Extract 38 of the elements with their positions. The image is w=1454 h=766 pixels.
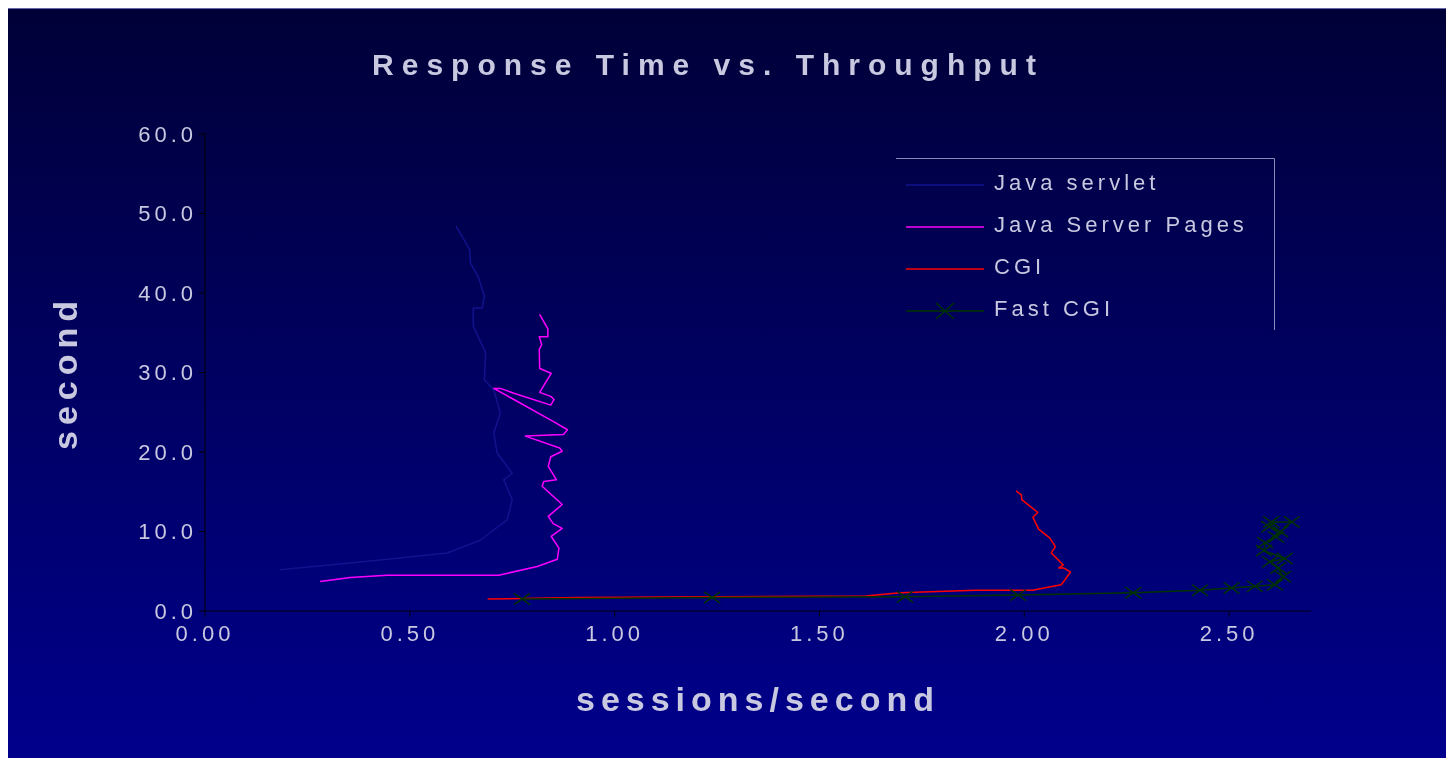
x-tick-label: 0.50: [380, 620, 440, 646]
legend-label: Java servlet: [994, 170, 1160, 196]
x-tick-label: 1.50: [790, 620, 849, 646]
point: [1222, 581, 1241, 595]
point: [1267, 530, 1285, 544]
legend-label: Java Server Pages: [994, 212, 1248, 238]
line-series: [279, 225, 513, 571]
y-tick-label: 30.0: [138, 360, 197, 386]
legend-label: Fast CGI: [994, 296, 1115, 322]
point: [1274, 570, 1292, 584]
point: [703, 591, 721, 604]
legend-label: CGI: [994, 254, 1046, 280]
point: [1246, 580, 1264, 593]
point: [896, 590, 914, 604]
point: [1124, 586, 1142, 600]
y-tick-label: 40.0: [138, 280, 197, 306]
chart-title: Response Time vs. Throughput: [371, 48, 1045, 82]
y-tick-label: 20.0: [138, 439, 197, 465]
point: [1269, 561, 1287, 575]
point: [1009, 588, 1027, 602]
y-axis-title: second: [46, 294, 85, 451]
point: [1266, 578, 1284, 592]
x-tick-label: 2.50: [1199, 620, 1259, 646]
y-tick-label: 60.0: [138, 121, 197, 147]
line-series: [486, 490, 1072, 600]
point: [1283, 515, 1301, 529]
point: [1255, 544, 1273, 557]
point: [1191, 583, 1209, 597]
point: [1260, 520, 1278, 534]
x-axis-title: sessions/second: [575, 680, 941, 718]
x-tick-label: 2.00: [994, 620, 1054, 646]
point: [513, 592, 531, 606]
line-series: [319, 313, 569, 583]
y-tick-label: 10.0: [138, 519, 197, 545]
point: [1256, 536, 1274, 549]
x-tick-label: 1.00: [585, 620, 645, 646]
y-tick-label: 50.0: [138, 201, 197, 227]
point: [1262, 515, 1281, 529]
